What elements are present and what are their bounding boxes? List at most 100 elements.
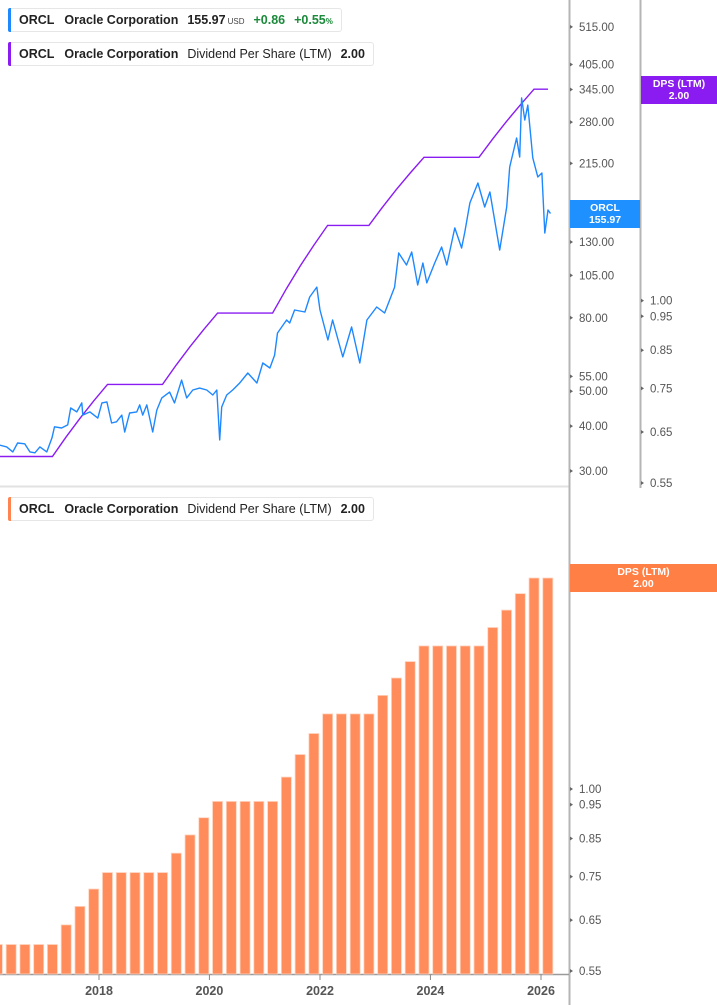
price-last-tag: ORCL 155.97: [570, 200, 640, 228]
dps-bar: [33, 944, 45, 975]
dps-top-axis-tick-mark: [641, 348, 644, 353]
dps-tag-label: DPS (LTM): [652, 78, 706, 90]
price-axis-tick-label: 50.00: [579, 386, 608, 398]
price-axis-tick-label: 345.00: [579, 85, 614, 97]
dps-bottom-axis-tick-label: 0.75: [579, 872, 601, 884]
dps-top-axis-tick-label: 0.95: [650, 311, 672, 323]
legend-value: 2.00: [340, 502, 365, 516]
dps-bottom-axis-tick-mark: [570, 836, 573, 841]
x-axis-tick-label: 2026: [527, 984, 555, 998]
dps-bar: [88, 888, 100, 975]
legend-ticker: ORCL: [19, 13, 55, 27]
legend-company: Oracle Corporation: [64, 47, 179, 61]
price-tag-label: ORCL: [590, 202, 620, 214]
legend-color-bar: [8, 42, 11, 66]
legend-company: Oracle Corporation: [64, 13, 179, 27]
dps-bottom-axis-tick-mark: [570, 874, 573, 879]
legend-value: 2.00: [340, 47, 365, 61]
legend-price[interactable]: ORCL Oracle Corporation 155.97 USD +0.86…: [8, 8, 342, 32]
dps-bar: [60, 924, 72, 975]
price-axis-tick-mark: [570, 424, 573, 429]
price-axis-tick-mark: [570, 161, 573, 166]
dps-bar: [47, 944, 58, 975]
dps-bottom-axis-tick-label: 0.85: [579, 833, 601, 845]
legend-pct-sign: %: [325, 17, 333, 26]
legend-ticker: ORCL: [19, 502, 55, 516]
dps-top-tag: DPS (LTM) 2.00: [641, 76, 717, 104]
dps-bar: [349, 713, 361, 975]
axis-ticks: 515.00 405.00 345.00 280.00 215.00 130.00 105.…: [85, 22, 672, 998]
dps-bar: [473, 645, 485, 975]
x-axis-tick-label: 2022: [306, 984, 334, 998]
dps-bar: [459, 645, 471, 975]
dps-tag-value: 2.00: [633, 578, 654, 590]
dps-bar: [267, 801, 279, 975]
dps-top-axis-tick-label: 0.85: [650, 345, 672, 357]
price-axis-tick-label: 405.00: [579, 59, 614, 71]
price-axis-tick-mark: [570, 87, 573, 92]
dps-bar: [102, 872, 113, 975]
dps-bar: [446, 645, 457, 975]
price-axis-tick-label: 215.00: [579, 158, 614, 170]
dps-bar: [5, 944, 17, 975]
dps-top-axis-tick-mark: [641, 430, 644, 435]
price-axis-tick-label: 80.00: [579, 313, 608, 325]
dps-bottom-axis-tick-label: 0.95: [579, 800, 601, 812]
dps-bottom-axis-tick-label: 0.55: [579, 966, 601, 978]
price-axis-tick-label: 105.00: [579, 270, 614, 282]
legend-change-pct: +0.55: [294, 13, 326, 27]
dps-bar: [322, 713, 334, 975]
dps-top-axis-tick-label: 0.55: [650, 478, 672, 490]
x-axis-tick-label: 2018: [85, 984, 113, 998]
dps-bar: [528, 577, 540, 975]
dps-bars: [0, 577, 554, 975]
dps-top-axis-tick-mark: [641, 386, 644, 391]
dps-bottom-axis-tick-label: 1.00: [579, 784, 601, 796]
price-axis-tick-mark: [570, 315, 573, 320]
dps-bottom-axis-tick-label: 0.65: [579, 915, 601, 927]
dps-bar: [294, 754, 306, 975]
price-axis-tick-mark: [570, 239, 573, 244]
dps-bar: [0, 944, 3, 975]
dps-top-axis-tick-label: 0.75: [650, 383, 672, 395]
dps-bottom-tag: DPS (LTM) 2.00: [570, 564, 717, 592]
dps-bar: [501, 609, 512, 975]
dps-bar: [280, 776, 292, 975]
dps-bar: [487, 627, 499, 975]
dps-bar: [19, 944, 31, 975]
x-axis-tick-label: 2020: [196, 984, 224, 998]
dps-line-path: [0, 88, 548, 458]
price-axis-tick-mark: [570, 389, 573, 394]
dps-bottom-axis-tick-mark: [570, 802, 573, 807]
dps-top-axis-tick-mark: [641, 314, 644, 319]
legend-dps-top[interactable]: ORCL Oracle Corporation Dividend Per Sha…: [8, 42, 374, 66]
dps-tag-value: 2.00: [668, 90, 690, 102]
dps-bar: [308, 733, 320, 975]
legend-change: +0.86: [253, 13, 286, 27]
price-axis-tick-mark: [570, 120, 573, 125]
price-axis-tick-mark: [570, 62, 573, 67]
dps-top-axis-tick-label: 0.65: [650, 427, 672, 439]
dps-bar: [170, 852, 182, 975]
dps-bar: [432, 645, 444, 975]
legend-last-price: 155.97: [187, 13, 226, 27]
dps-top-axis-tick-mark: [641, 298, 644, 303]
dps-bar: [198, 817, 210, 975]
dps-bar: [212, 801, 223, 975]
legend-color-bar: [8, 497, 11, 521]
dps-bar: [391, 677, 402, 975]
dps-bar: [225, 801, 237, 975]
legend-currency: USD: [227, 17, 245, 26]
price-axis-tick-label: 55.00: [579, 371, 608, 383]
legend-dps-bottom[interactable]: ORCL Oracle Corporation Dividend Per Sha…: [8, 497, 374, 521]
price-line-path: [0, 97, 552, 454]
dps-line: [0, 88, 548, 458]
dps-bar: [143, 872, 155, 975]
dps-bar: [542, 577, 554, 975]
price-tag-value: 155.97: [588, 214, 622, 226]
dps-bar: [418, 645, 430, 975]
price-axis-tick-label: 515.00: [579, 22, 614, 34]
price-axis-tick-label: 40.00: [579, 421, 608, 433]
dps-tag-label: DPS (LTM): [617, 566, 670, 578]
